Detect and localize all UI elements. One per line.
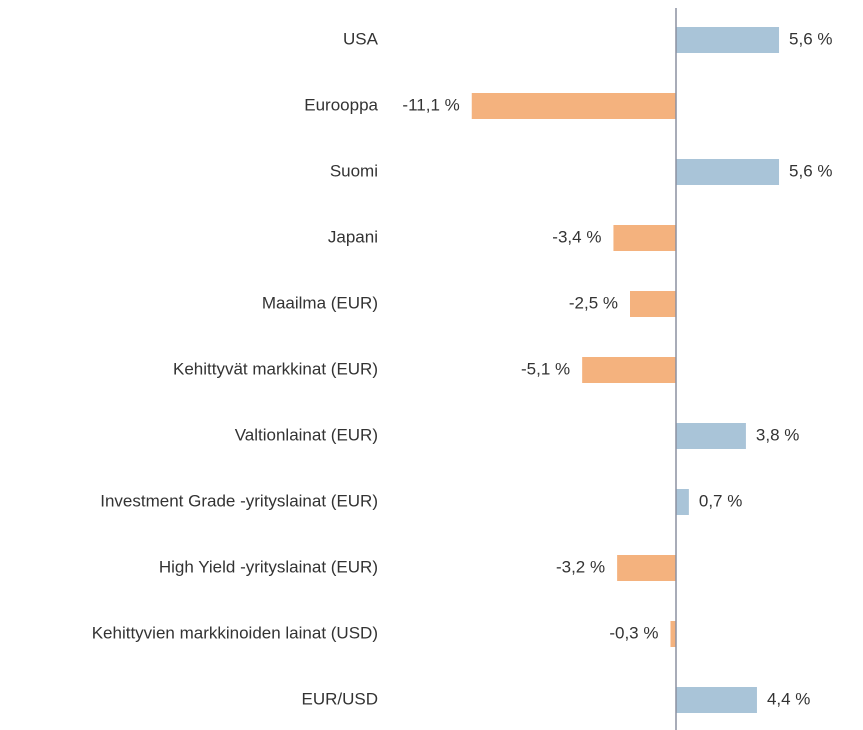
category-label: Kehittyvät markkinat (EUR) <box>173 359 378 378</box>
bar <box>471 93 676 119</box>
bar <box>613 225 676 251</box>
bar <box>676 423 746 449</box>
bar <box>676 159 780 185</box>
value-label: 3,8 % <box>756 425 799 444</box>
bar <box>676 489 689 515</box>
value-label: -5,1 % <box>521 359 570 378</box>
value-label: -2,5 % <box>569 293 618 312</box>
category-label: USA <box>343 29 379 48</box>
category-label: Japani <box>328 227 378 246</box>
bar <box>617 555 676 581</box>
value-label: 5,6 % <box>789 29 832 48</box>
category-label: Investment Grade -yrityslainat (EUR) <box>100 491 378 510</box>
bar <box>676 687 757 713</box>
category-label: Maailma (EUR) <box>262 293 378 312</box>
value-label: 4,4 % <box>767 689 810 708</box>
value-label: 5,6 % <box>789 161 832 180</box>
value-label: -11,1 % <box>402 95 459 114</box>
category-label: Eurooppa <box>304 95 378 114</box>
bar <box>676 27 780 53</box>
bar <box>630 291 676 317</box>
category-label: Kehittyvien markkinoiden lainat (USD) <box>92 623 378 642</box>
value-label: -3,4 % <box>552 227 601 246</box>
category-label: Suomi <box>330 161 378 180</box>
bar <box>582 357 676 383</box>
value-label: 0,7 % <box>699 491 742 510</box>
category-label: EUR/USD <box>301 689 378 708</box>
value-label: -0,3 % <box>609 623 658 642</box>
category-label: Valtionlainat (EUR) <box>235 425 378 444</box>
category-label: High Yield -yrityslainat (EUR) <box>159 557 378 576</box>
value-label: -3,2 % <box>556 557 605 576</box>
bar <box>670 621 676 647</box>
